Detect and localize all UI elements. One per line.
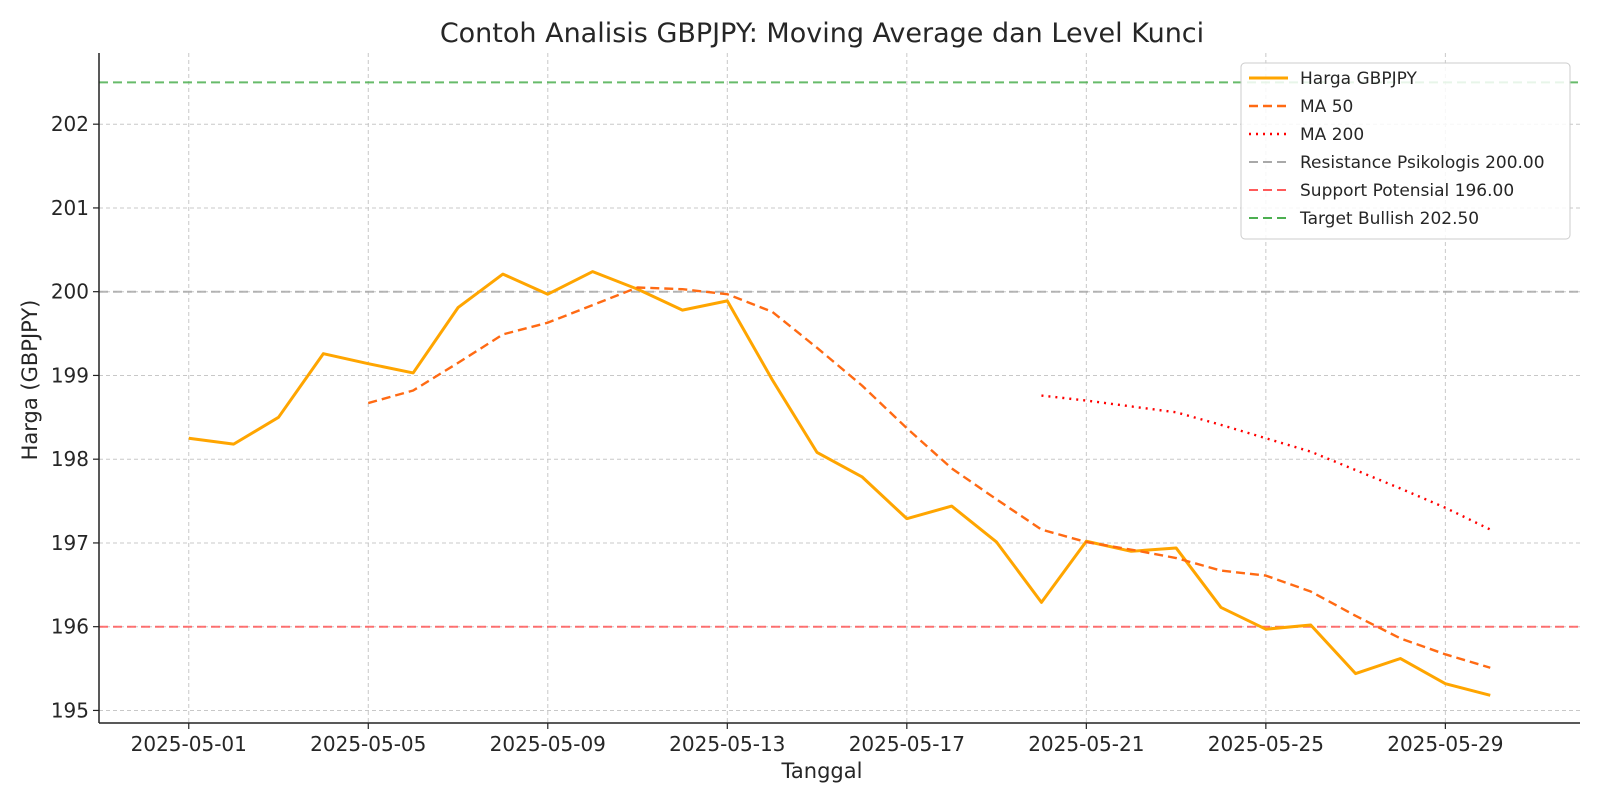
y-tick-label: 197 bbox=[51, 531, 89, 555]
y-tick-label: 198 bbox=[51, 447, 89, 471]
y-tick-label: 196 bbox=[51, 615, 89, 639]
y-tick-label: 201 bbox=[51, 196, 89, 220]
legend-label: Target Bullish 202.50 bbox=[1299, 209, 1479, 229]
axes bbox=[98, 53, 1580, 724]
legend-label: Support Potensial 196.00 bbox=[1300, 181, 1514, 201]
y-ticks: 195 196 197 198 199 200 201 202 bbox=[51, 112, 99, 722]
y-axis-label: Harga (GBPJPY) bbox=[18, 300, 42, 461]
x-tick-label: 2025-05-01 bbox=[131, 732, 247, 756]
chart-title: Contoh Analisis GBPJPY: Moving Average d… bbox=[440, 18, 1204, 49]
x-tick-label: 2025-05-09 bbox=[490, 732, 606, 756]
legend-label: Resistance Psikologis 200.00 bbox=[1300, 153, 1545, 173]
series-ma-50 bbox=[367, 286, 1491, 669]
legend: Harga GBPJPY MA 50 MA 200 Resistance Psikol… bbox=[1240, 62, 1571, 240]
x-tick-label: 2025-05-17 bbox=[849, 732, 965, 756]
x-ticks: 2025-05-01 2025-05-05 2025-05-09 2025-05-13… bbox=[131, 723, 1503, 756]
x-axis-label: Tanggal bbox=[781, 759, 863, 783]
legend-box bbox=[1240, 62, 1571, 240]
legend-label: MA 200 bbox=[1300, 125, 1364, 145]
series-lines bbox=[188, 270, 1491, 697]
series-harga-gbpjpy bbox=[188, 270, 1491, 697]
x-tick-label: 2025-05-29 bbox=[1387, 732, 1503, 756]
x-tick-label: 2025-05-25 bbox=[1208, 732, 1324, 756]
y-tick-label: 195 bbox=[51, 698, 89, 722]
x-tick-label: 2025-05-05 bbox=[310, 732, 426, 756]
x-tick-label: 2025-05-21 bbox=[1028, 732, 1144, 756]
y-tick-label: 199 bbox=[51, 363, 89, 387]
y-tick-label: 200 bbox=[51, 280, 89, 304]
legend-label: MA 50 bbox=[1300, 97, 1353, 117]
legend-label: Harga GBPJPY bbox=[1300, 69, 1417, 89]
y-tick-label: 202 bbox=[51, 112, 89, 136]
x-tick-label: 2025-05-13 bbox=[669, 732, 785, 756]
